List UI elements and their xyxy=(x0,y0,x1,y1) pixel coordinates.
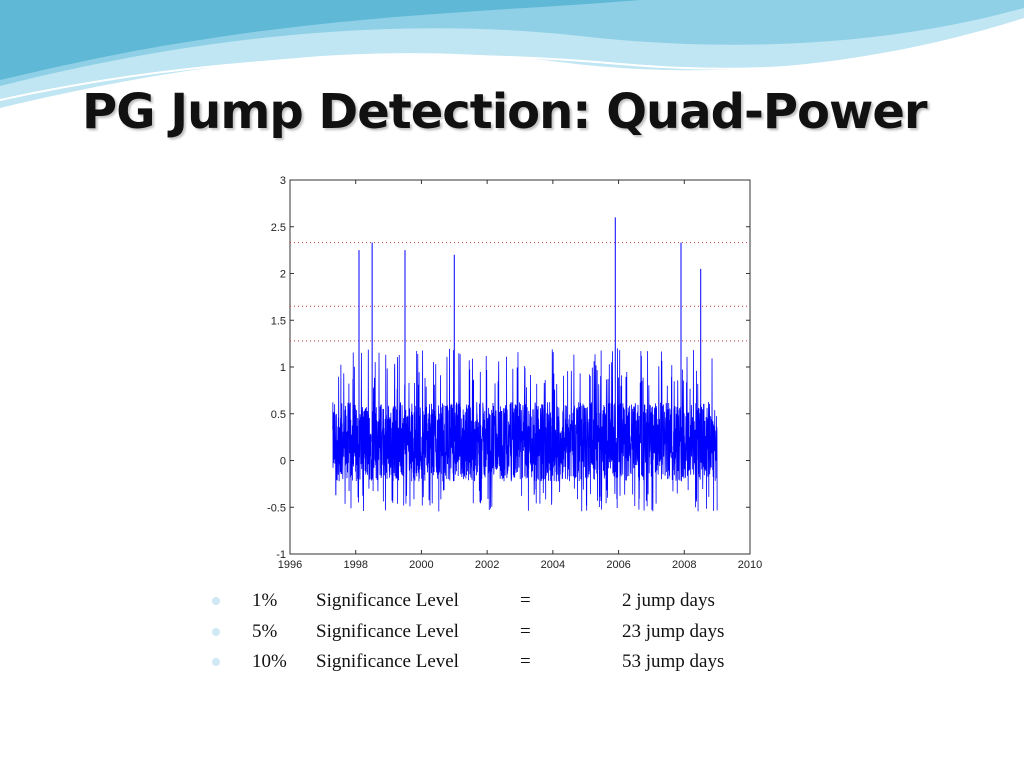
equals-sign: = xyxy=(520,590,531,611)
bullet-dot-icon xyxy=(212,597,220,605)
bullet-dot-icon xyxy=(212,627,220,636)
jump-days-value: 23 jump days xyxy=(622,620,725,642)
x-tick-label: 2010 xyxy=(738,559,762,568)
significance-label: Significance Level xyxy=(316,590,459,611)
significance-level: 1% xyxy=(252,590,278,611)
x-tick-label: 2008 xyxy=(672,559,696,568)
jump-days-value: 2 jump days xyxy=(622,590,715,611)
x-tick-label: 2006 xyxy=(606,559,630,568)
y-axis-ticks: -1 -0.5 0 0.5 1 1.5 2 2.5 3 xyxy=(267,175,750,561)
y-tick-label: 1 xyxy=(280,362,286,374)
header-wave-decoration xyxy=(0,0,1024,108)
x-tick-label: 1998 xyxy=(343,559,367,568)
equals-sign: = xyxy=(520,651,531,672)
y-tick-label: 2.5 xyxy=(271,222,286,234)
x-tick-label: 1996 xyxy=(278,559,302,568)
y-tick-label: -1 xyxy=(276,549,286,561)
slide-title: PG Jump Detection: Quad-Power xyxy=(82,84,928,140)
significance-label: Significance Level xyxy=(316,651,459,672)
x-tick-label: 2002 xyxy=(475,559,499,568)
x-tick-label: 2004 xyxy=(541,559,565,568)
y-tick-label: 0.5 xyxy=(271,409,286,421)
y-tick-label: 2 xyxy=(280,269,286,281)
y-tick-label: -0.5 xyxy=(267,502,286,514)
y-tick-label: 3 xyxy=(280,175,286,187)
jump-statistic-chart: -1 -0.5 0 0.5 1 1.5 2 2.5 3 1996 1998 2000 2002 2004… xyxy=(267,175,762,568)
y-tick-label: 1.5 xyxy=(271,315,286,327)
significance-level: 5% xyxy=(252,620,278,642)
x-axis-ticks: 1996 1998 2000 2002 2004 2006 2008 2010 xyxy=(278,180,762,568)
significance-level: 10% xyxy=(252,651,287,672)
series-line xyxy=(332,348,718,512)
x-tick-label: 2000 xyxy=(409,559,433,568)
significance-label: Significance Level xyxy=(316,620,459,642)
bullet-dot-icon xyxy=(212,658,220,666)
jump-days-value: 53 jump days xyxy=(622,651,725,672)
equals-sign: = xyxy=(520,620,531,642)
series-jump-statistic xyxy=(332,217,718,512)
threshold-lines xyxy=(290,242,750,342)
y-tick-label: 0 xyxy=(280,456,286,468)
